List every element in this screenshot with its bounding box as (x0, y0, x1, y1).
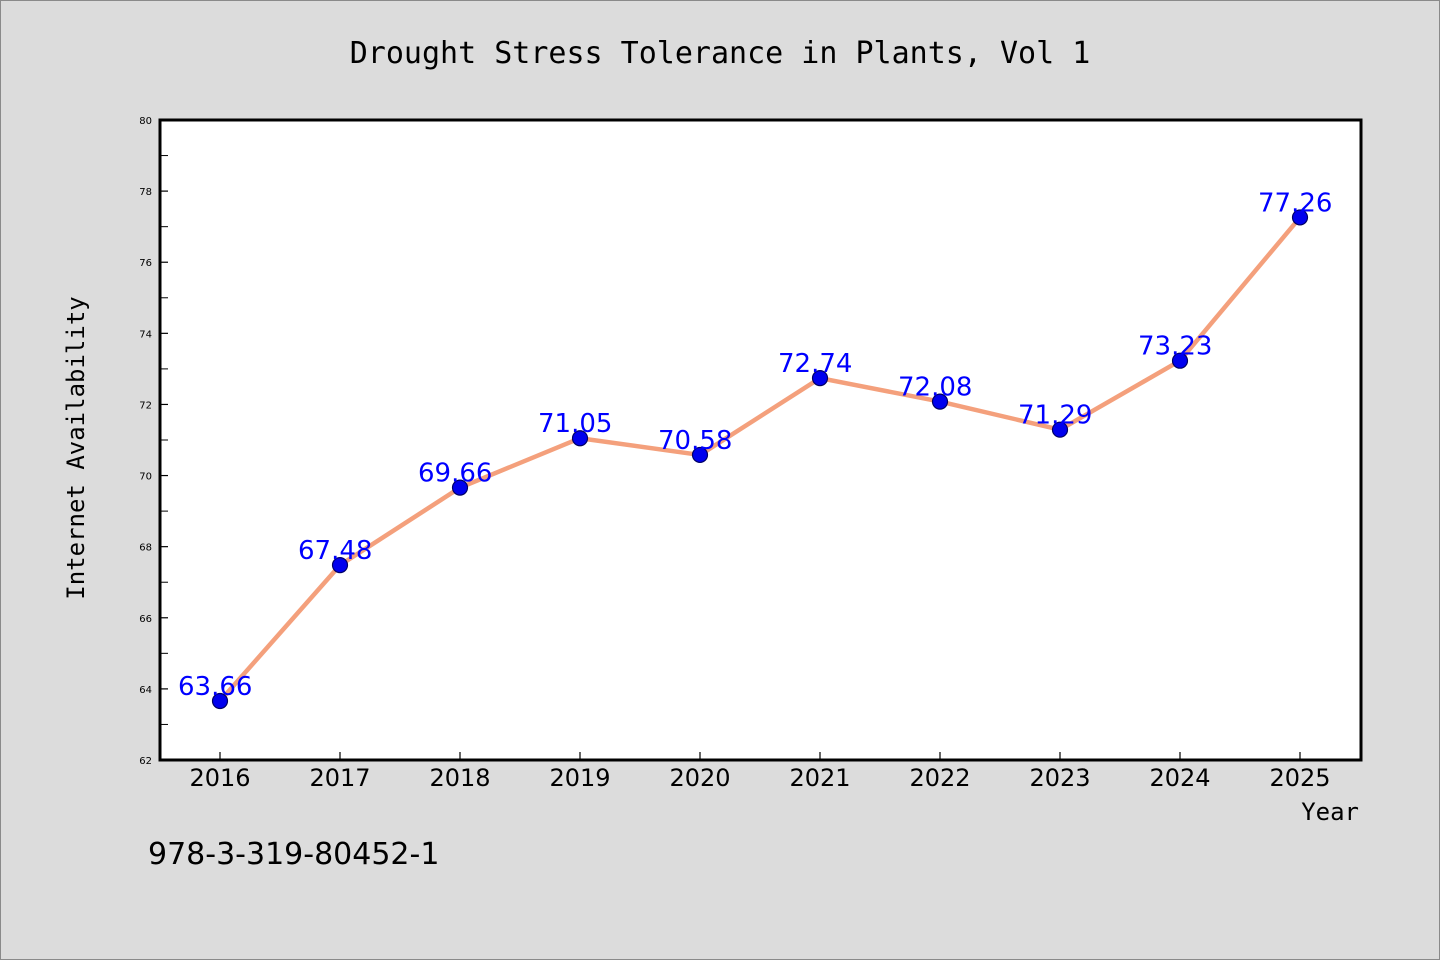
x-tick-label: 2021 (789, 764, 850, 792)
x-tick-label: 2017 (309, 764, 370, 792)
data-point (211, 692, 229, 710)
data-label: 72.74 (778, 349, 852, 379)
plot-area (160, 120, 1361, 760)
y-tick-label: 74 (139, 329, 152, 340)
x-tick-label: 2023 (1029, 764, 1090, 792)
data-point (811, 370, 829, 387)
data-point (571, 430, 589, 447)
y-tick-label: 78 (139, 187, 152, 198)
data-point (1291, 209, 1309, 226)
data-point (1171, 352, 1189, 369)
x-tick-label: 2024 (1149, 764, 1210, 792)
data-labels-group: 63.66 67.48 69.66 71.05 70.58 72.74 72.08 71.29… (178, 188, 1332, 702)
series-line-group (211, 209, 1309, 710)
y-tick-label: 70 (139, 472, 152, 483)
y-tick-label: 68 (139, 543, 152, 554)
y-tick-label: 80 (139, 116, 152, 127)
data-point (1051, 421, 1069, 438)
x-tick-label: 2019 (549, 764, 610, 792)
data-point (691, 446, 709, 464)
data-label: 73.23 (1138, 332, 1212, 362)
y-tick-label: 76 (139, 258, 152, 269)
chart-title: Drought Stress Tolerance in Plants, Vol … (350, 36, 1091, 71)
isbn-annotation: 978-3-319-80452-1 (148, 837, 439, 872)
x-axis-ticks: 2016 2017 2018 2019 2020 2021 2022 2023 2024 2025 (189, 752, 1331, 792)
data-point (331, 557, 349, 574)
data-label: 63.66 (178, 672, 252, 702)
x-axis-label: Year (1301, 798, 1359, 826)
y-tick-label: 72 (139, 400, 152, 411)
y-axis-label: Internet Availability (62, 296, 90, 599)
y-tick-label: 66 (139, 614, 152, 625)
x-tick-label: 2016 (189, 764, 250, 792)
x-tick-label: 2025 (1269, 764, 1330, 792)
y-tick-label: 64 (139, 685, 152, 696)
data-label: 71.29 (1018, 401, 1092, 431)
data-point (451, 479, 469, 496)
data-label: 67.48 (298, 536, 372, 566)
data-label: 72.08 (898, 373, 972, 403)
x-tick-label: 2020 (669, 764, 730, 792)
y-tick-label: 62 (139, 756, 152, 767)
data-label: 77.26 (1258, 188, 1332, 218)
data-point (931, 393, 949, 410)
data-label: 71.05 (538, 409, 612, 439)
x-tick-label: 2018 (429, 764, 490, 792)
data-label: 69.66 (418, 459, 492, 489)
data-label: 70.58 (658, 426, 732, 456)
plot-border (158, 118, 1363, 762)
x-tick-label: 2022 (909, 764, 970, 792)
series-line (218, 215, 1302, 703)
